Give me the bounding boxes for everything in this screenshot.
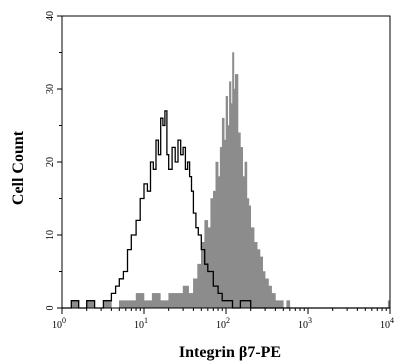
filled-histogram-series bbox=[65, 52, 391, 309]
x-tick-label: 103 bbox=[298, 316, 312, 331]
y-axis: 0 10 20 30 40 bbox=[45, 11, 62, 311]
y-tick-label: 30 bbox=[45, 84, 56, 94]
y-tick-label: 20 bbox=[45, 157, 56, 167]
y-tick-label: 0 bbox=[45, 306, 56, 311]
x-axis: 100 101 102 103 104 bbox=[52, 308, 394, 331]
y-tick-label: 40 bbox=[45, 11, 56, 21]
y-tick-label: 10 bbox=[45, 230, 56, 240]
x-tick-label: 100 bbox=[52, 316, 66, 331]
y-axis-title: Cell Count bbox=[10, 130, 27, 205]
plot-area bbox=[61, 15, 391, 309]
x-tick-label: 101 bbox=[134, 316, 148, 331]
x-tick-label: 104 bbox=[380, 316, 394, 331]
x-axis-title: Integrin β7-PE bbox=[179, 344, 281, 361]
x-tick-label: 102 bbox=[216, 316, 230, 331]
outline-histogram-series bbox=[62, 110, 390, 309]
